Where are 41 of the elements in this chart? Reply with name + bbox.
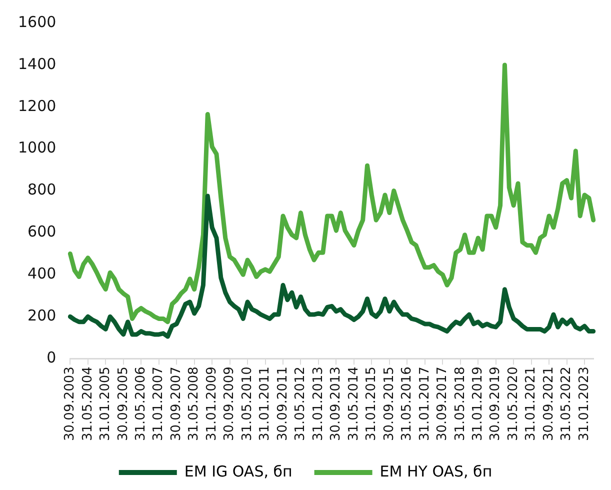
x-tick-label: 31.01.2011: [258, 366, 273, 442]
legend-label: EM IG OAS, бп: [184, 462, 292, 480]
y-tick-label: 1400: [18, 54, 56, 73]
y-tick-label: 200: [28, 306, 56, 325]
x-tick-label: 30.09.2015: [382, 366, 397, 442]
y-tick-label: 600: [28, 222, 56, 241]
x-tick-label: 31.01.2021: [524, 366, 539, 442]
x-tick-label: 30.09.2017: [435, 366, 450, 442]
x-tick-label: 31.05.2010: [240, 366, 255, 442]
y-tick-label: 0: [46, 348, 56, 366]
y-tick-label: 800: [28, 180, 56, 199]
x-tick-label: 30.09.2009: [222, 366, 238, 442]
x-tick-label: 31.05.2012: [293, 366, 308, 442]
x-tick-label: 31.05.2020: [506, 366, 521, 442]
x-tick-label: 31.01.2009: [204, 366, 220, 442]
x-tick-label: 31.01.2007: [151, 366, 166, 442]
x-tick-label: 31.01.2019: [470, 366, 486, 442]
x-tick-label: 31.05.2016: [400, 366, 415, 442]
x-tick-label: 30.09.2021: [541, 366, 556, 442]
legend-label: EM HY OAS, бп: [380, 462, 492, 480]
x-tick-label: 31.05.2004: [80, 366, 96, 442]
x-tick-label: 31.05.2018: [452, 366, 468, 442]
x-tick-label: 31.01.2005: [98, 366, 114, 442]
y-tick-label: 1200: [18, 96, 56, 115]
x-tick-label: 31.05.2014: [346, 366, 362, 442]
x-tick-label: 31.01.2015: [364, 366, 380, 442]
x-tick-label: 30.09.2003: [62, 366, 78, 442]
y-tick-label: 1000: [18, 138, 56, 157]
x-tick-label: 30.09.2011: [275, 366, 290, 442]
x-tick-label: 30.09.2019: [488, 366, 504, 442]
x-tick-label: 30.09.2013: [328, 366, 344, 442]
x-tick-label: 30.09.2005: [116, 366, 131, 442]
x-tick-label: 31.05.2006: [133, 366, 148, 442]
x-tick-label: 31.05.2022: [559, 366, 574, 442]
y-tick-label: 400: [28, 264, 56, 283]
x-tick-label: 31.01.2023: [576, 366, 592, 442]
y-tick-label: 1600: [18, 12, 56, 31]
x-tick-label: 31.01.2013: [310, 366, 326, 442]
x-tick-label: 31.05.2008: [186, 366, 202, 442]
x-tick-label: 31.01.2017: [417, 366, 432, 442]
x-tick-label: 30.09.2007: [168, 366, 184, 442]
